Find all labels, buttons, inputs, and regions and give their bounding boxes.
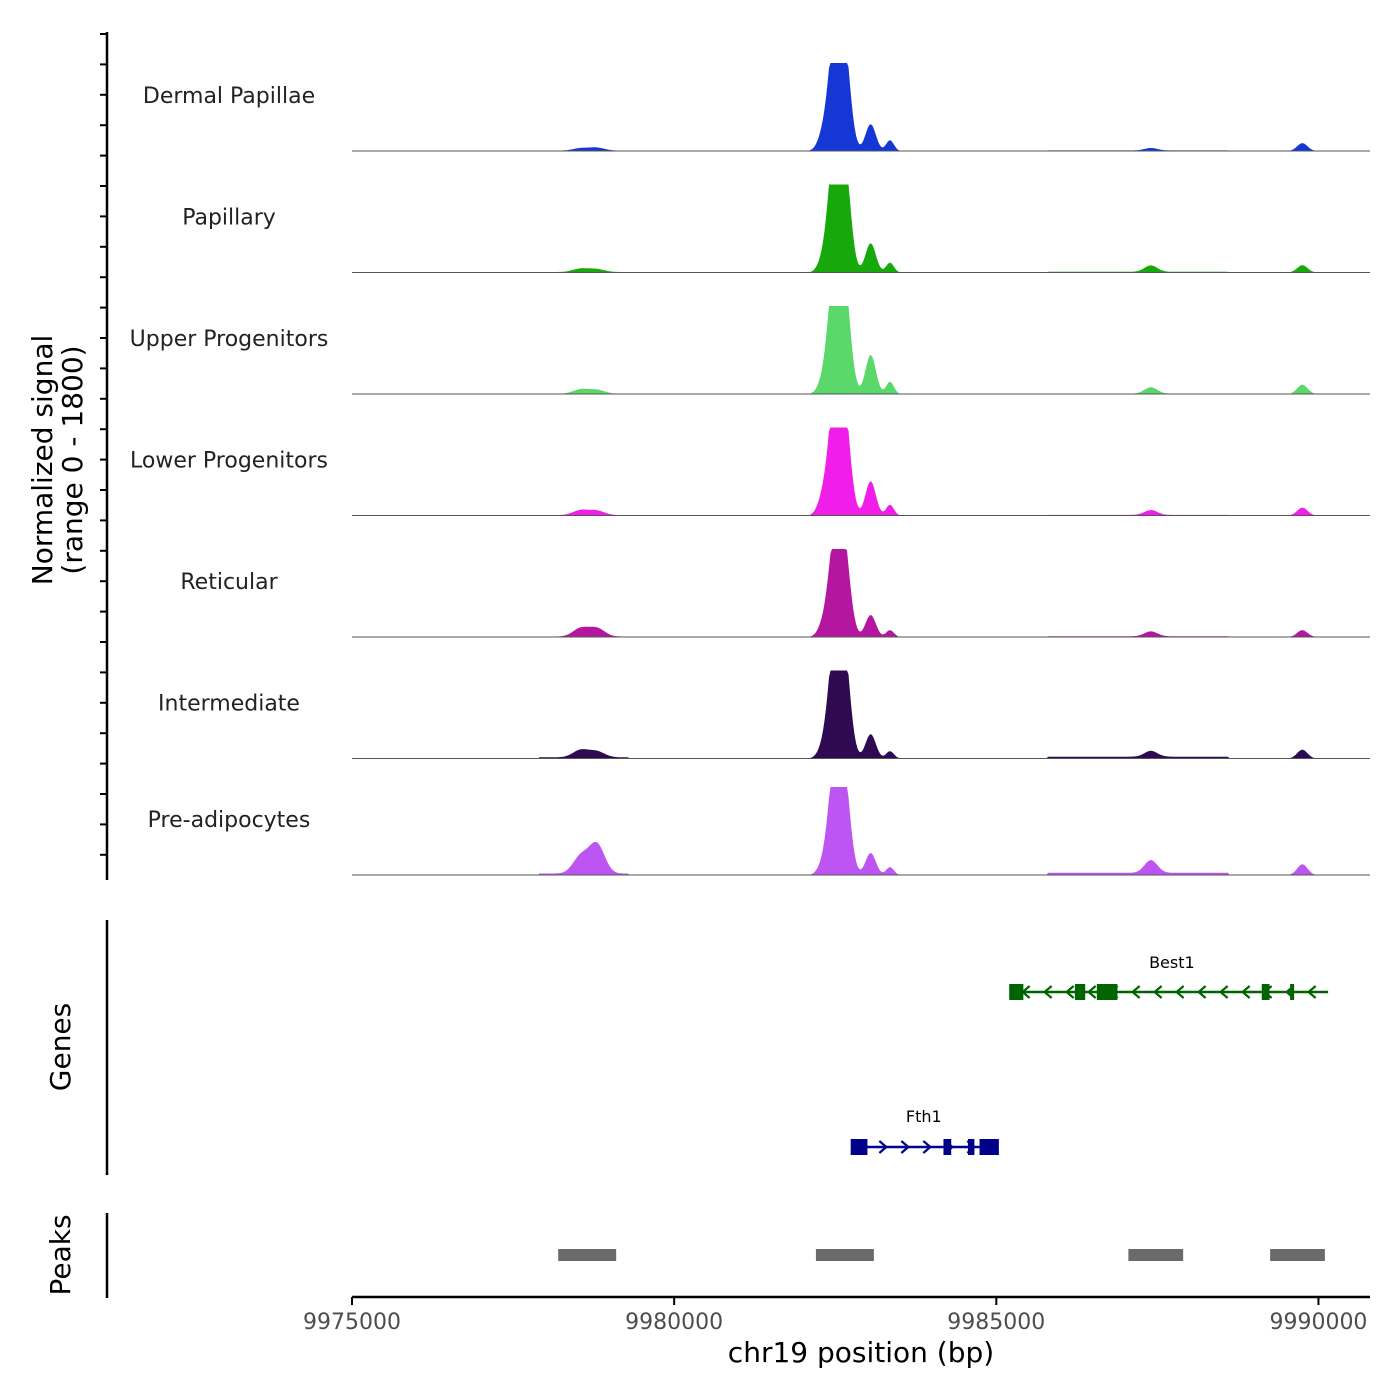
track-label: Lower Progenitors — [130, 449, 328, 474]
gene-exon — [1009, 984, 1024, 1000]
gene-exon — [979, 1139, 999, 1155]
gene-exon — [1290, 984, 1295, 1000]
strand-chevron — [1152, 985, 1163, 999]
strand-chevron — [1196, 985, 1207, 999]
track-reticular: Reticular — [180, 549, 1370, 638]
track-upper-progenitors: Upper Progenitors — [130, 306, 1370, 395]
strand-chevron — [922, 1140, 933, 1154]
strand-chevron — [1130, 985, 1141, 999]
gene-exon — [967, 1139, 975, 1155]
track-pre-adipocytes: Pre-adipocytes — [148, 787, 1370, 876]
strand-chevron — [1086, 985, 1097, 999]
gene-label: Best1 — [1149, 953, 1195, 972]
track-label: Intermediate — [158, 692, 300, 717]
signal-area — [352, 63, 1370, 151]
gene-exon — [1074, 984, 1086, 1000]
gene-exon — [1261, 984, 1270, 1000]
strand-chevron — [1218, 985, 1229, 999]
gene-fth1: Fth1 — [850, 1107, 999, 1155]
strand-chevron — [1064, 985, 1075, 999]
genes-track-title: Genes — [44, 1003, 77, 1091]
x-tick-label: 9985000 — [947, 1310, 1045, 1335]
genes-track: Best1 Fth1 — [850, 953, 1329, 1155]
signal-area — [352, 184, 1370, 273]
signal-tracks: Dermal Papillae Papillary Upper Progenitor… — [130, 63, 1370, 876]
track-label: Upper Progenitors — [130, 327, 329, 352]
signal-area — [352, 427, 1370, 516]
track-intermediate: Intermediate — [158, 670, 1370, 759]
gene-label: Fth1 — [906, 1107, 942, 1126]
track-label: Papillary — [182, 206, 276, 231]
peak-region — [1270, 1249, 1325, 1261]
x-tick-label: 9980000 — [625, 1310, 723, 1335]
track-label: Dermal Papillae — [143, 84, 315, 109]
peaks-track-title: Peaks — [44, 1214, 77, 1295]
signal-area — [352, 787, 1370, 875]
track-dermal-papillae: Dermal Papillae — [143, 63, 1370, 152]
strand-chevron — [1306, 985, 1317, 999]
strand-chevron — [878, 1140, 889, 1154]
track-label: Reticular — [180, 570, 278, 595]
signal-axis-title-line2: (range 0 - 1800) — [56, 345, 89, 574]
peaks-track — [558, 1249, 1325, 1261]
peak-region — [1128, 1249, 1184, 1261]
x-tick-label: 9975000 — [303, 1310, 401, 1335]
strand-chevron — [1240, 985, 1251, 999]
gene-exon — [943, 1139, 952, 1155]
gene-exon — [1096, 984, 1118, 1000]
signal-area — [352, 670, 1370, 759]
x-axis-title: chr19 position (bp) — [728, 1336, 994, 1369]
peak-region — [558, 1249, 617, 1261]
track-lower-progenitors: Lower Progenitors — [130, 427, 1370, 516]
signal-area — [352, 306, 1370, 394]
signal-area — [352, 549, 1370, 637]
track-label: Pre-adipocytes — [148, 808, 311, 833]
strand-chevron — [1174, 985, 1185, 999]
strand-chevron — [1042, 985, 1053, 999]
x-axis-ticks: 9975000 9980000 9985000 9990000 — [303, 1297, 1367, 1335]
gene-best1: Best1 — [1009, 953, 1329, 1000]
signal-axis-title-line1: Normalized signal — [26, 335, 59, 586]
strand-chevron — [900, 1140, 911, 1154]
track-papillary: Papillary — [182, 184, 1370, 273]
peak-region — [815, 1249, 874, 1261]
gene-exon — [850, 1139, 868, 1155]
x-tick-label: 9990000 — [1269, 1310, 1367, 1335]
signal-axis-ticks — [100, 33, 107, 856]
